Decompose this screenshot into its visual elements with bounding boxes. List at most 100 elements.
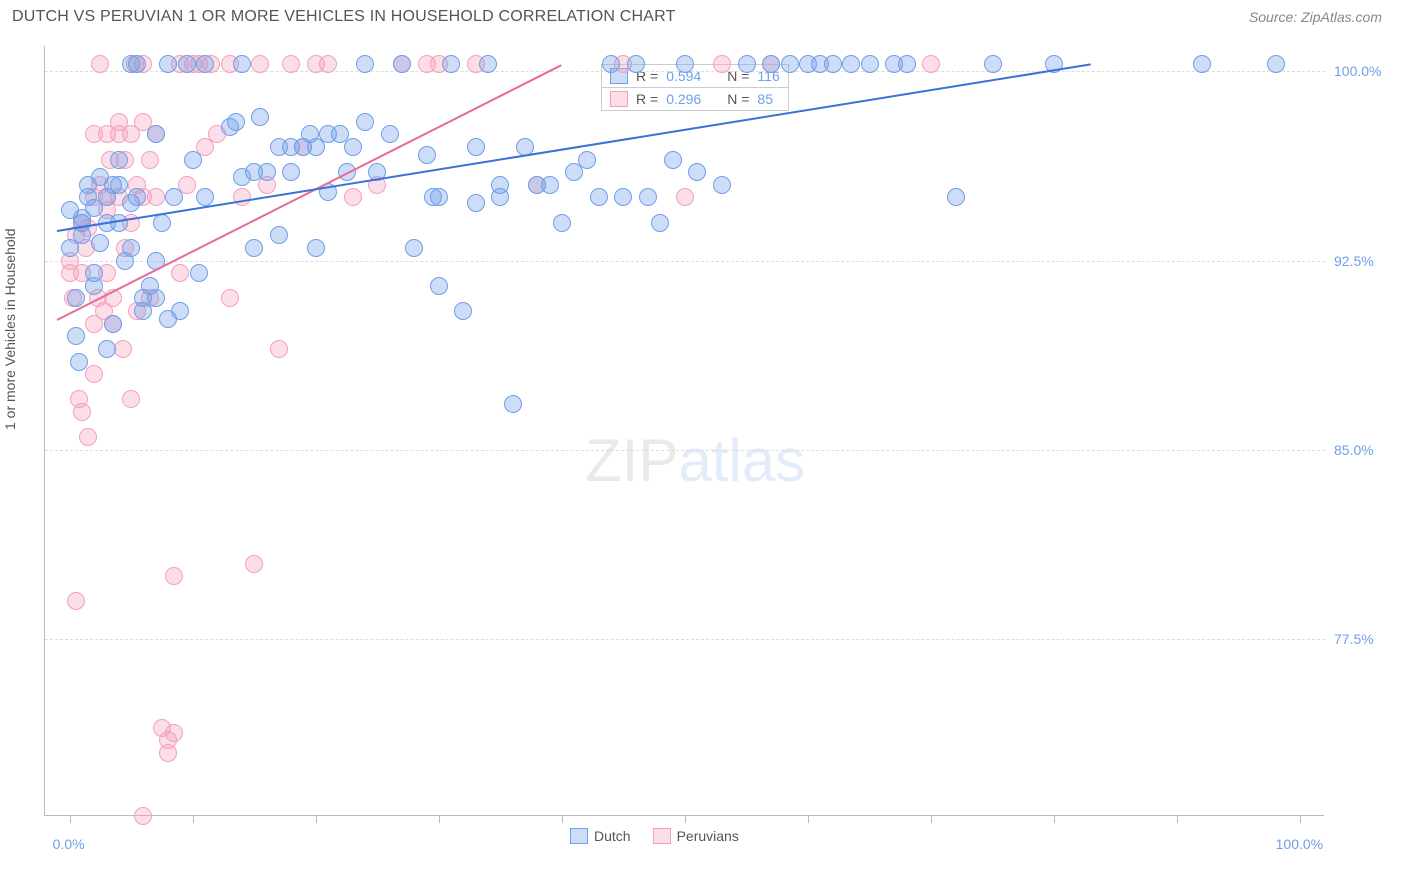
scatter-point-dutch xyxy=(541,176,559,194)
scatter-point-dutch xyxy=(1267,55,1285,73)
scatter-point-peruvians xyxy=(171,264,189,282)
scatter-point-dutch xyxy=(590,188,608,206)
scatter-point-dutch xyxy=(196,188,214,206)
scatter-point-dutch xyxy=(91,234,109,252)
scatter-point-dutch xyxy=(861,55,879,73)
scatter-point-peruvians xyxy=(282,55,300,73)
scatter-point-dutch xyxy=(104,315,122,333)
watermark-zip: ZIP xyxy=(585,427,678,494)
scatter-point-peruvians xyxy=(122,390,140,408)
scatter-point-dutch xyxy=(128,55,146,73)
legend-item-peruvians: Peruvians xyxy=(653,828,739,844)
scatter-point-dutch xyxy=(430,277,448,295)
stats-r-label: R = xyxy=(636,91,658,107)
swatch-peruvians xyxy=(610,91,628,107)
scatter-point-dutch xyxy=(738,55,756,73)
scatter-point-dutch xyxy=(676,55,694,73)
scatter-point-dutch xyxy=(178,55,196,73)
scatter-point-dutch xyxy=(159,55,177,73)
scatter-point-dutch xyxy=(467,138,485,156)
scatter-point-dutch xyxy=(110,151,128,169)
scatter-point-dutch xyxy=(110,176,128,194)
stats-n-peruvians: 85 xyxy=(757,91,773,107)
scatter-point-dutch xyxy=(122,239,140,257)
scatter-point-peruvians xyxy=(73,403,91,421)
scatter-point-dutch xyxy=(70,353,88,371)
scatter-point-peruvians xyxy=(270,340,288,358)
scatter-point-dutch xyxy=(781,55,799,73)
legend-item-dutch: Dutch xyxy=(570,828,631,844)
x-tick xyxy=(808,815,809,823)
scatter-point-dutch xyxy=(984,55,1002,73)
y-axis-label: 1 or more Vehicles in Household xyxy=(2,228,18,430)
scatter-point-dutch xyxy=(627,55,645,73)
scatter-point-dutch xyxy=(153,214,171,232)
scatter-point-dutch xyxy=(651,214,669,232)
gridline-h xyxy=(45,261,1325,262)
scatter-point-peruvians xyxy=(67,592,85,610)
y-tick-label: 85.0% xyxy=(1334,442,1404,458)
scatter-point-peruvians xyxy=(147,188,165,206)
scatter-point-peruvians xyxy=(114,340,132,358)
scatter-point-peruvians xyxy=(233,188,251,206)
scatter-point-peruvians xyxy=(165,567,183,585)
scatter-point-dutch xyxy=(128,188,146,206)
scatter-point-dutch xyxy=(824,55,842,73)
scatter-point-dutch xyxy=(171,302,189,320)
scatter-point-peruvians xyxy=(159,744,177,762)
legend-swatch-peruvians xyxy=(653,828,671,844)
x-tick xyxy=(931,815,932,823)
scatter-point-dutch xyxy=(454,302,472,320)
scatter-point-peruvians xyxy=(344,188,362,206)
scatter-point-dutch xyxy=(190,264,208,282)
scatter-point-dutch xyxy=(614,188,632,206)
scatter-point-dutch xyxy=(491,176,509,194)
x-tick xyxy=(193,815,194,823)
scatter-point-dutch xyxy=(1193,55,1211,73)
scatter-point-dutch xyxy=(73,226,91,244)
x-tick xyxy=(316,815,317,823)
legend-label-peruvians: Peruvians xyxy=(677,828,739,844)
scatter-point-dutch xyxy=(664,151,682,169)
scatter-point-dutch xyxy=(405,239,423,257)
scatter-point-dutch xyxy=(639,188,657,206)
scatter-point-dutch xyxy=(85,277,103,295)
x-tick-label-max: 100.0% xyxy=(1276,836,1323,852)
scatter-point-dutch xyxy=(147,125,165,143)
scatter-point-dutch xyxy=(947,188,965,206)
scatter-point-dutch xyxy=(479,55,497,73)
legend-swatch-dutch xyxy=(570,828,588,844)
scatter-point-dutch xyxy=(270,226,288,244)
x-tick xyxy=(562,815,563,823)
y-tick-label: 92.5% xyxy=(1334,253,1404,269)
scatter-point-peruvians xyxy=(134,807,152,825)
scatter-point-peruvians xyxy=(91,55,109,73)
scatter-point-dutch xyxy=(713,176,731,194)
x-tick xyxy=(1177,815,1178,823)
scatter-point-peruvians xyxy=(319,55,337,73)
scatter-point-dutch xyxy=(430,188,448,206)
gridline-h xyxy=(45,450,1325,451)
scatter-point-dutch xyxy=(442,55,460,73)
scatter-point-dutch xyxy=(356,113,374,131)
scatter-point-dutch xyxy=(67,327,85,345)
stats-r-peruvians: 0.296 xyxy=(666,91,701,107)
scatter-point-dutch xyxy=(898,55,916,73)
scatter-point-dutch xyxy=(381,125,399,143)
scatter-point-dutch xyxy=(307,239,325,257)
scatter-plot-area: ZIPatlas R = 0.594 N = 116 R = 0.296 N =… xyxy=(44,46,1324,816)
scatter-point-dutch xyxy=(688,163,706,181)
scatter-point-dutch xyxy=(98,340,116,358)
x-tick xyxy=(70,815,71,823)
scatter-point-dutch xyxy=(578,151,596,169)
scatter-point-dutch xyxy=(258,163,276,181)
scatter-point-dutch xyxy=(842,55,860,73)
watermark-atlas: atlas xyxy=(678,427,805,494)
chart-title: DUTCH VS PERUVIAN 1 OR MORE VEHICLES IN … xyxy=(12,8,676,26)
scatter-point-peruvians xyxy=(676,188,694,206)
scatter-point-dutch xyxy=(602,55,620,73)
scatter-point-peruvians xyxy=(79,428,97,446)
source-attribution: Source: ZipAtlas.com xyxy=(1249,9,1382,25)
scatter-point-peruvians xyxy=(165,724,183,742)
scatter-point-peruvians xyxy=(221,289,239,307)
